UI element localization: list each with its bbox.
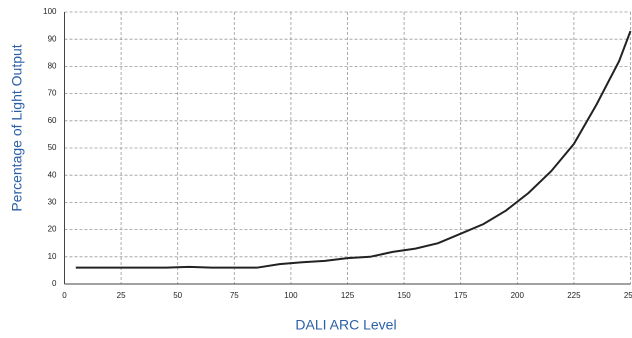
y-tick-label: 40	[48, 170, 57, 179]
y-tick-label: 0	[52, 279, 57, 288]
y-tick-label: 80	[48, 62, 57, 71]
x-axis-title: DALI ARC Level	[295, 317, 396, 333]
x-tick-label: 0	[62, 291, 67, 300]
y-tick-label: 10	[48, 252, 57, 261]
x-tick-label: 125	[341, 291, 355, 300]
x-tick-label: 200	[511, 291, 525, 300]
y-tick-label: 30	[48, 198, 57, 207]
y-tick-label: 50	[48, 143, 57, 152]
y-tick-label: 100	[43, 7, 57, 16]
y-tick-label: 20	[48, 225, 57, 234]
x-tick-label: 25	[117, 291, 126, 300]
y-tick-label: 60	[48, 116, 57, 125]
y-tick-label: 90	[48, 34, 57, 43]
x-tick-label: 75	[230, 291, 239, 300]
x-tick-label: 225	[567, 291, 581, 300]
data-line	[75, 30, 632, 269]
y-axis-title: Percentage of Light Output	[9, 44, 25, 211]
y-tick-label: 70	[48, 89, 57, 98]
x-tick-label: 175	[454, 291, 468, 300]
x-tick-label: 100	[284, 291, 298, 300]
x-tick-label: 150	[397, 291, 411, 300]
x-tick-label: 250	[624, 291, 632, 300]
x-tick-label: 50	[173, 291, 182, 300]
